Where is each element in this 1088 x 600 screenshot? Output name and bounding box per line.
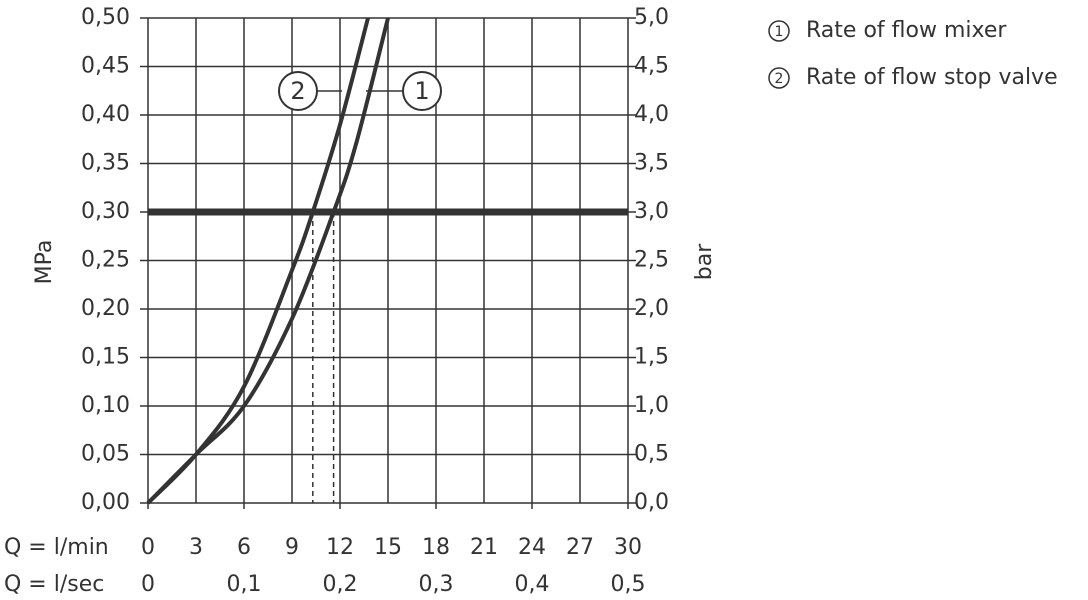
y-tick-label: 0,05 <box>81 442 130 467</box>
y-tick-label: 0,30 <box>81 199 130 224</box>
y-tick-label: 0,25 <box>81 248 130 273</box>
callout-number: 2 <box>290 77 305 105</box>
y2-tick-label: 0,5 <box>634 442 669 467</box>
y-tick-label: 0,50 <box>81 5 130 30</box>
x2-tick-label: 0,4 <box>515 572 550 597</box>
y2-tick-label: 2,5 <box>634 248 669 273</box>
legend-label: Rate of flow mixer <box>806 18 1007 43</box>
y2-tick-label: 1,5 <box>634 345 669 370</box>
y-tick-label: 0,45 <box>81 54 130 79</box>
x2-tick-label: 0,5 <box>611 572 646 597</box>
y-axis-label: MPa <box>32 240 57 285</box>
x-tick-label: 21 <box>470 535 498 560</box>
x-tick-label: 18 <box>422 535 450 560</box>
x2-tick-label: 0,3 <box>419 572 454 597</box>
y-tick-label: 0,15 <box>81 345 130 370</box>
x-tick-label: 15 <box>374 535 402 560</box>
legend-label: Rate of flow stop valve <box>806 65 1058 90</box>
x-axis-label: Q = l/min <box>4 535 109 560</box>
y-tick-label: 0,40 <box>81 102 130 127</box>
x2-tick-label: 0,2 <box>323 572 358 597</box>
callout-circle <box>278 71 318 111</box>
y2-tick-label: 4,0 <box>634 102 669 127</box>
y2-tick-label: 4,5 <box>634 54 669 79</box>
x-tick-label: 0 <box>141 535 155 560</box>
x2-tick-label: 0 <box>141 572 155 597</box>
y-tick-label: 0,20 <box>81 296 130 321</box>
x-tick-label: 24 <box>518 535 546 560</box>
legend-circle <box>768 20 790 42</box>
legend-circle <box>768 67 790 89</box>
x-tick-label: 9 <box>285 535 299 560</box>
y-tick-label: 0,00 <box>81 490 130 515</box>
legend-number: 2 <box>775 71 784 87</box>
x2-tick-label: 0,1 <box>227 572 262 597</box>
x-tick-label: 3 <box>189 535 203 560</box>
y-tick-label: 0,10 <box>81 393 130 418</box>
x-tick-label: 12 <box>326 535 354 560</box>
x-tick-label: 27 <box>566 535 594 560</box>
y2-tick-label: 3,0 <box>634 199 669 224</box>
x-tick-label: 6 <box>237 535 251 560</box>
y2-tick-label: 5,0 <box>634 5 669 30</box>
y2-axis-label: bar <box>692 243 717 280</box>
callout-circle <box>402 71 442 111</box>
x-tick-label: 30 <box>614 535 642 560</box>
y2-tick-label: 3,5 <box>634 151 669 176</box>
y2-tick-label: 2,0 <box>634 296 669 321</box>
legend-number: 1 <box>775 24 784 40</box>
x2-axis-label: Q = l/sec <box>4 572 104 597</box>
curve <box>146 17 370 505</box>
y2-tick-label: 1,0 <box>634 393 669 418</box>
callout-number: 1 <box>414 77 429 105</box>
y-tick-label: 0,35 <box>81 151 130 176</box>
y2-tick-label: 0,0 <box>634 490 669 515</box>
